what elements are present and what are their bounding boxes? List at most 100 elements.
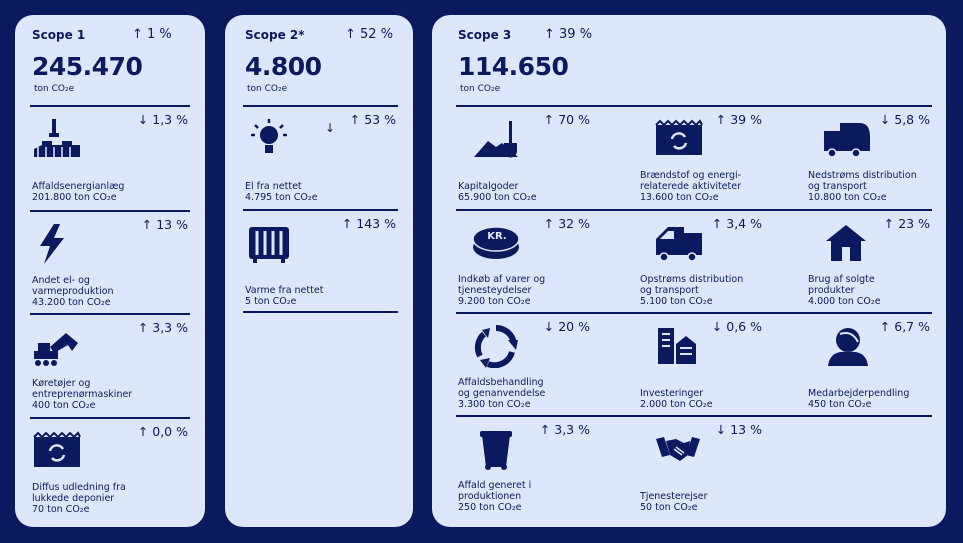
item-icon xyxy=(32,429,82,473)
item-text: Brug af solgte produkter 4.000 ton CO₂e xyxy=(808,274,881,307)
item-label: Opstrøms distribution og transport xyxy=(640,274,744,296)
emission-item: ↓ 5,8 % Nedstrøms distribution og transpo… xyxy=(808,105,930,209)
icon-graphic xyxy=(34,119,80,157)
item-text: Indkøb af varer og tjenesteydelser 9.200 … xyxy=(458,274,545,307)
scope-unit: ton CO₂e xyxy=(34,84,75,94)
item-icon xyxy=(472,117,522,161)
separator xyxy=(30,105,190,107)
separator xyxy=(456,312,932,314)
item-label: Nedstrøms distribution og transport xyxy=(808,170,917,192)
item-text: Varme fra nettet 5 ton CO₂e xyxy=(245,285,323,307)
item-label: Medarbejderpendling xyxy=(808,388,910,399)
icon-graphic xyxy=(249,227,289,263)
item-value: 4.000 ton CO₂e xyxy=(808,296,881,307)
icon-graphic xyxy=(474,121,518,158)
emission-item: ↑ 6,7 % Medarbejderpendling 450 ton CO₂e xyxy=(808,312,930,416)
scope-title: Scope 1 xyxy=(32,28,86,42)
icon-graphic xyxy=(824,123,870,158)
item-change: ↓ 0,6 % xyxy=(711,319,762,334)
icon-graphic xyxy=(34,333,78,366)
icon-graphic xyxy=(33,431,81,467)
icon-graphic xyxy=(658,328,696,364)
emission-item: ↑ 23 % Brug af solgte produkter 4.000 ton … xyxy=(808,209,930,313)
scope-panel xyxy=(225,15,413,527)
item-change: ↓ 13 % xyxy=(715,422,762,437)
item-icon: KR. xyxy=(472,221,522,265)
icon-graphic xyxy=(656,437,700,461)
item-change: ↓ 1,3 % xyxy=(137,112,188,127)
item-label: Affaldsenergianlæg xyxy=(32,181,125,192)
scope-title: Scope 3 xyxy=(458,28,512,42)
item-icon xyxy=(822,324,872,368)
item-icon xyxy=(245,117,295,161)
icon-graphic xyxy=(828,328,868,366)
item-change: ↑ 13 % xyxy=(141,217,188,232)
item-text: Medarbejderpendling 450 ton CO₂e xyxy=(808,388,909,410)
scope-title: Scope 2* xyxy=(245,28,305,42)
scope-change: ↑ 1 % xyxy=(132,27,172,42)
scope-total: 4.800 xyxy=(245,52,322,81)
icon-graphic xyxy=(40,224,64,264)
item-icon xyxy=(32,117,82,161)
item-change: ↑ 32 % xyxy=(543,216,590,231)
item-label: Diffus udledning fra lukkede deponier xyxy=(32,482,126,504)
item-text: Brændstof og energi- relaterede aktivite… xyxy=(640,170,741,203)
item-text: Affald generet i produktionen 250 ton CO₂… xyxy=(458,480,531,513)
icon-text: KR. xyxy=(487,231,507,242)
item-value: 50 ton CO₂e xyxy=(640,502,698,513)
item-change: ↓ 20 % xyxy=(543,319,590,334)
item-note: ↓ xyxy=(325,121,336,135)
icon-graphic xyxy=(656,227,702,262)
item-icon xyxy=(32,222,82,266)
item-label: Affaldsbehandling og genanvendelse xyxy=(458,377,546,399)
item-value: 5.100 ton CO₂e xyxy=(640,296,713,307)
item-icon xyxy=(654,427,704,471)
scope-change: ↑ 52 % xyxy=(345,27,394,42)
emission-item: ↑ 3,3 % Affald generet i produktionen 250 … xyxy=(458,415,590,519)
item-label: Køretøjer og entreprenørmaskiner xyxy=(32,378,133,400)
item-value: 4.795 ton CO₂e xyxy=(245,192,318,203)
item-icon xyxy=(472,427,522,471)
scope-total: 245.470 xyxy=(32,52,143,81)
item-value: 70 ton CO₂e xyxy=(32,504,90,515)
item-label: Andet el- og varmeproduktion xyxy=(32,275,114,297)
item-change: ↑ 143 % xyxy=(341,216,396,231)
item-label: Kapitalgoder xyxy=(458,181,519,192)
emission-item: ↑ 143 % Varme fra nettet 5 ton CO₂e xyxy=(245,209,396,313)
item-change: ↑ 3,3 % xyxy=(137,320,188,335)
item-value: 65.900 ton CO₂e xyxy=(458,192,537,203)
scope-total: 114.650 xyxy=(458,52,569,81)
item-change: ↑ 6,7 % xyxy=(879,319,930,334)
item-text: Køretøjer og entreprenørmaskiner 400 ton … xyxy=(32,378,132,411)
separator xyxy=(30,417,190,419)
emission-item: ↓ 13 % Tjenesterejser 50 ton CO₂e xyxy=(640,415,762,519)
item-value: 250 ton CO₂e xyxy=(458,502,522,513)
item-change: ↑ 0,0 % xyxy=(137,424,188,439)
emission-item: ↑ 3,3 % Køretøjer og entreprenørmaskiner 4… xyxy=(32,313,188,417)
item-label: Varme fra nettet xyxy=(245,285,324,296)
item-label: Tjenesterejser xyxy=(640,491,708,502)
separator xyxy=(243,311,398,313)
item-change: ↓ 5,8 % xyxy=(879,112,930,127)
item-label: Brændstof og energi- relaterede aktivite… xyxy=(640,170,742,192)
emission-item: ↑ 32 % KR. Indkøb af varer og tjenesteydel… xyxy=(458,209,590,313)
item-icon xyxy=(654,221,704,265)
item-value: 450 ton CO₂e xyxy=(808,399,872,410)
item-change: ↑ 70 % xyxy=(543,112,590,127)
item-change: ↑ 23 % xyxy=(883,216,930,231)
item-value: 5 ton CO₂e xyxy=(245,296,297,307)
item-icon xyxy=(822,117,872,161)
item-icon xyxy=(654,117,704,161)
item-value: 400 ton CO₂e xyxy=(32,400,96,411)
icon-graphic xyxy=(472,226,520,259)
icon-graphic xyxy=(655,119,703,155)
item-change: ↑ 3,3 % xyxy=(539,422,590,437)
separator xyxy=(243,105,398,107)
icon-graphic xyxy=(826,225,866,261)
item-value: 13.600 ton CO₂e xyxy=(640,192,719,203)
item-change: ↑ 53 % xyxy=(349,112,396,127)
emission-item: ↑ 39 % Brændstof og energi- relaterede ak… xyxy=(640,105,762,209)
item-text: Nedstrøms distribution og transport 10.80… xyxy=(808,170,917,203)
item-icon xyxy=(245,221,295,265)
